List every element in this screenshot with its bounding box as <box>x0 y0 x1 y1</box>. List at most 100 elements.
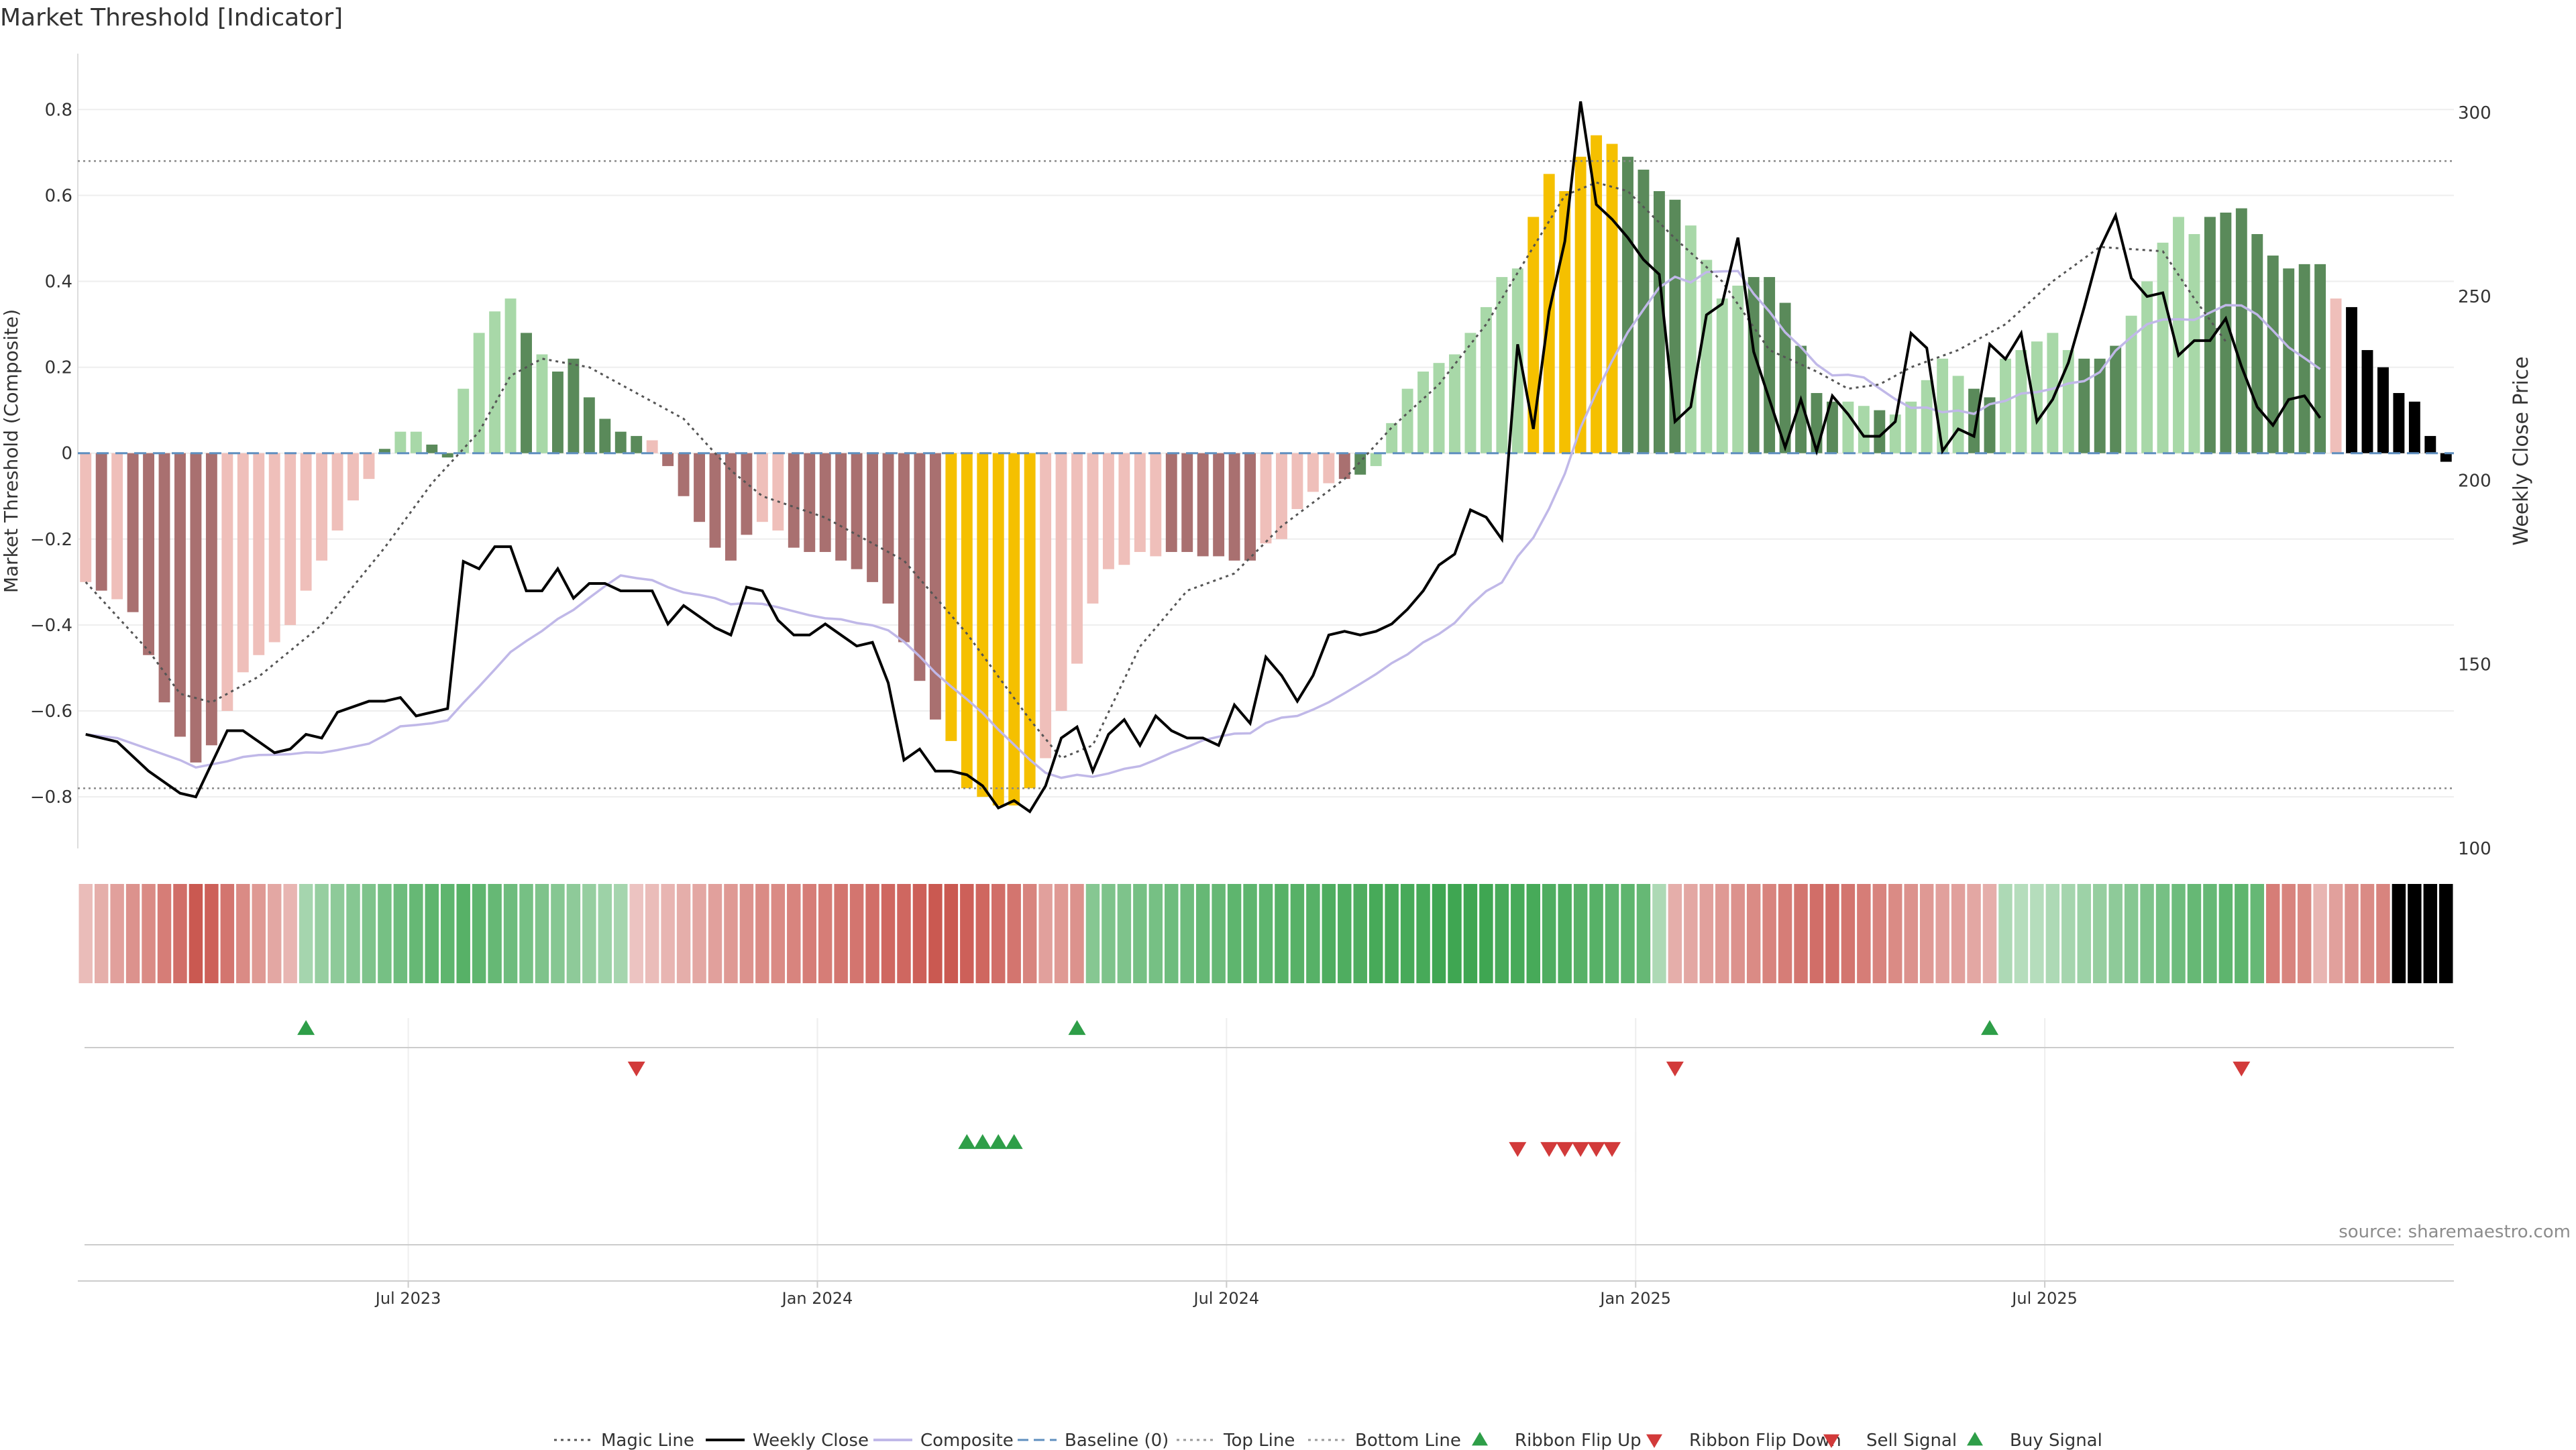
sell-signal-marker <box>1509 1141 1527 1157</box>
ribbon-cell <box>2014 884 2029 983</box>
ribbon-cell <box>1227 884 1242 983</box>
composite-bar <box>2361 349 2373 453</box>
composite-bar <box>300 453 312 591</box>
ribbon-cell <box>1102 884 1116 983</box>
ribbon-cell <box>2092 884 2107 983</box>
ribbon-cell <box>362 884 376 983</box>
legend-item: Top Line <box>1177 1431 1295 1450</box>
legend-label: Baseline (0) <box>1065 1431 1169 1450</box>
composite-bar <box>929 453 941 720</box>
composite-bar <box>80 453 92 582</box>
y-left-tick-label: 0.8 <box>45 100 72 120</box>
ribbon-cell <box>1825 884 1839 983</box>
ribbon-cell <box>2140 884 2154 983</box>
y-left-tick-label: −0.8 <box>30 787 72 807</box>
ribbon-cell <box>1872 884 1887 983</box>
composite-bar <box>2251 234 2263 453</box>
y-left-tick-label: −0.6 <box>30 702 72 722</box>
ribbon-cell <box>2282 884 2296 983</box>
ribbon-cell <box>629 884 643 983</box>
composite-bar <box>1574 156 1587 453</box>
legend-label: Composite <box>920 1431 1014 1450</box>
composite-bar <box>804 453 816 553</box>
composite-bar <box>521 333 532 453</box>
ribbon-cell <box>189 884 203 983</box>
sell-signal-marker <box>1572 1141 1590 1157</box>
ribbon-cell <box>1935 884 1949 983</box>
composite-bar <box>1622 156 1633 453</box>
ribbon-cell <box>2360 884 2375 983</box>
ribbon-cell <box>960 884 974 983</box>
ribbon-cell <box>330 884 345 983</box>
ribbon-cell <box>881 884 896 983</box>
composite-bar <box>221 453 233 712</box>
ribbon-cell <box>1165 884 1179 983</box>
ribbon-cell <box>1778 884 1792 983</box>
ribbon-cell <box>441 884 455 983</box>
legend-label: Bottom Line <box>1355 1431 1461 1450</box>
ribbon-cell <box>1243 884 1257 983</box>
ribbon-cell <box>2203 884 2217 983</box>
composite-bar <box>1055 453 1067 712</box>
x-tick-label: Jan 2025 <box>1599 1289 1671 1308</box>
ribbon-cell <box>173 884 187 983</box>
legend-label: Top Line <box>1223 1431 1295 1450</box>
composite-bar <box>694 453 705 522</box>
ribbon-cell <box>975 884 990 983</box>
ribbon-cell <box>94 884 109 983</box>
ribbon-cell <box>2124 884 2139 983</box>
ribbon-flip-down-marker <box>2233 1061 2251 1076</box>
legend-item: Sell Signal <box>1823 1431 1957 1450</box>
composite-bar <box>143 453 155 655</box>
composite-bar <box>1401 388 1413 453</box>
legend-swatch <box>1823 1434 1839 1448</box>
ribbon-cell <box>928 884 943 983</box>
ribbon-cell <box>1148 884 1163 983</box>
y-right-tick-label: 100 <box>2458 839 2491 859</box>
y-right-tick-label: 300 <box>2458 103 2491 123</box>
composite-bar <box>1606 144 1618 453</box>
composite-bar <box>1087 453 1099 604</box>
composite-bar <box>410 431 422 453</box>
ribbon-cell <box>802 884 816 983</box>
composite-bar <box>1134 453 1146 553</box>
composite-bar <box>1921 380 1933 453</box>
composite-bar <box>1968 388 1980 453</box>
ribbon-cell <box>1400 884 1415 983</box>
composite-bar <box>1197 453 1209 557</box>
composite-bar <box>2267 256 2279 453</box>
ribbon-cell <box>1479 884 1493 983</box>
composite-bar <box>583 397 595 453</box>
buy-signal-marker <box>958 1134 976 1150</box>
ribbon-cell <box>614 884 628 983</box>
chart-legend: Magic Line Weekly Close Composite Baseline … <box>554 1431 2102 1450</box>
composite-bar <box>394 431 407 453</box>
ribbon-cell <box>1919 884 1934 983</box>
composite-bar <box>1370 453 1382 466</box>
ribbon-cell <box>2077 884 2091 983</box>
composite-bar <box>977 453 989 797</box>
composite-bar <box>1779 302 1791 453</box>
sell-signal-marker <box>1587 1141 1605 1157</box>
ribbon-cell <box>1794 884 1808 983</box>
ribbon-cell <box>1070 884 1084 983</box>
composite-bar <box>1150 453 1162 557</box>
composite-bar <box>1244 453 1256 561</box>
y-left-axis-label: Market Threshold (Composite) <box>0 309 22 593</box>
y-left-tick-label: −0.2 <box>30 530 72 550</box>
ribbon-cell <box>645 884 659 983</box>
composite-bar <box>1984 397 1996 453</box>
composite-bar <box>205 453 217 746</box>
buy-signal-marker <box>1005 1134 1023 1150</box>
ribbon-cell <box>425 884 439 983</box>
composite-bar <box>2125 315 2137 453</box>
y-left-tick-label: 0.4 <box>45 272 72 292</box>
ribbon-cell <box>2235 884 2249 983</box>
composite-bar <box>2000 358 2011 453</box>
composite-bar <box>568 358 580 453</box>
composite-bar <box>2110 345 2122 453</box>
ribbon-cell <box>2045 884 2060 983</box>
composite-bar <box>819 453 831 553</box>
ribbon-cell <box>1951 884 1966 983</box>
magic-line <box>85 181 2227 760</box>
